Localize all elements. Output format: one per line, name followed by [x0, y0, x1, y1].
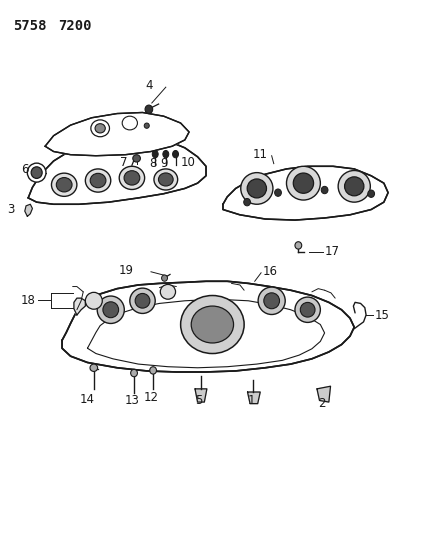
Ellipse shape: [241, 173, 273, 204]
Ellipse shape: [287, 166, 320, 200]
Ellipse shape: [158, 173, 173, 186]
Polygon shape: [28, 136, 206, 204]
Ellipse shape: [103, 302, 118, 318]
Text: 7200: 7200: [58, 19, 91, 33]
Ellipse shape: [56, 177, 72, 192]
Text: 7: 7: [120, 156, 128, 168]
Text: 10: 10: [181, 156, 196, 168]
Polygon shape: [223, 166, 388, 220]
Ellipse shape: [295, 241, 302, 249]
Ellipse shape: [275, 189, 281, 196]
Text: 13: 13: [124, 394, 139, 408]
Text: 19: 19: [119, 264, 134, 277]
Ellipse shape: [264, 293, 280, 309]
Ellipse shape: [338, 171, 370, 202]
Text: 6: 6: [21, 164, 28, 176]
Ellipse shape: [321, 187, 328, 193]
Text: 9: 9: [160, 157, 167, 170]
Text: 17: 17: [325, 245, 340, 258]
Polygon shape: [25, 204, 33, 216]
Ellipse shape: [95, 124, 105, 133]
Ellipse shape: [344, 177, 364, 196]
Ellipse shape: [154, 169, 178, 190]
Text: 1: 1: [248, 394, 256, 408]
Ellipse shape: [90, 364, 98, 372]
Ellipse shape: [152, 150, 158, 158]
Text: 5758: 5758: [13, 19, 47, 33]
Ellipse shape: [27, 163, 46, 182]
Ellipse shape: [144, 123, 149, 128]
Polygon shape: [74, 298, 85, 315]
Text: 3: 3: [7, 203, 15, 216]
Ellipse shape: [150, 367, 157, 374]
Polygon shape: [62, 281, 354, 372]
Ellipse shape: [51, 173, 77, 196]
Ellipse shape: [258, 287, 285, 314]
Ellipse shape: [368, 190, 375, 197]
Text: 4: 4: [145, 79, 153, 92]
Text: 18: 18: [21, 294, 36, 307]
Ellipse shape: [247, 179, 266, 198]
Ellipse shape: [162, 275, 167, 281]
Text: 14: 14: [80, 393, 95, 406]
Ellipse shape: [181, 295, 244, 353]
Ellipse shape: [133, 155, 140, 162]
Text: 5: 5: [196, 394, 203, 408]
Text: 8: 8: [149, 157, 156, 170]
Text: 12: 12: [143, 391, 158, 404]
Polygon shape: [248, 392, 260, 403]
Polygon shape: [45, 112, 189, 156]
Ellipse shape: [85, 169, 111, 192]
Ellipse shape: [130, 288, 155, 313]
Polygon shape: [195, 389, 207, 402]
Ellipse shape: [124, 171, 140, 185]
Ellipse shape: [295, 297, 320, 322]
Ellipse shape: [293, 173, 314, 193]
Ellipse shape: [172, 150, 178, 158]
Ellipse shape: [122, 116, 137, 130]
Ellipse shape: [131, 369, 137, 377]
Text: 15: 15: [375, 309, 390, 321]
Polygon shape: [317, 386, 330, 402]
Ellipse shape: [119, 166, 145, 190]
Ellipse shape: [97, 296, 124, 324]
Ellipse shape: [90, 173, 106, 188]
Ellipse shape: [300, 302, 315, 317]
Ellipse shape: [160, 285, 175, 299]
Text: 16: 16: [263, 265, 278, 278]
Text: 2: 2: [318, 397, 326, 410]
Text: 11: 11: [252, 148, 267, 160]
Ellipse shape: [91, 120, 109, 137]
Ellipse shape: [145, 105, 153, 114]
Ellipse shape: [163, 150, 169, 158]
Ellipse shape: [135, 294, 150, 308]
Ellipse shape: [191, 306, 233, 343]
Ellipse shape: [244, 198, 251, 206]
Ellipse shape: [31, 167, 42, 179]
Ellipse shape: [85, 292, 102, 309]
